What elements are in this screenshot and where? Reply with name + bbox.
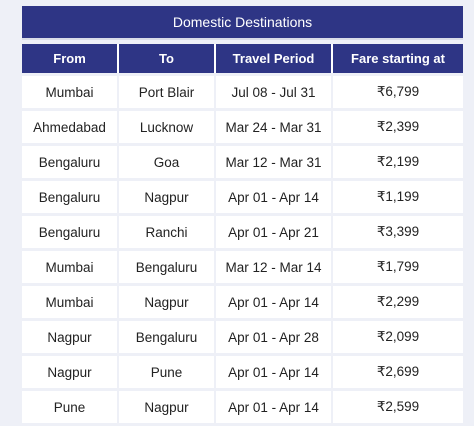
cell-travel-period: Apr 01 - Apr 14 <box>216 286 333 318</box>
cell-to: Nagpur <box>119 391 216 423</box>
column-header-travel-period: Travel Period <box>216 44 333 73</box>
column-header-to: To <box>119 44 216 73</box>
table-row: Bengaluru Goa Mar 12 - Mar 31 ₹2,199 <box>22 146 463 178</box>
table-row: Mumbai Bengaluru Mar 12 - Mar 14 ₹1,799 <box>22 251 463 283</box>
cell-to: Nagpur <box>119 286 216 318</box>
cell-travel-period: Jul 08 - Jul 31 <box>216 76 333 108</box>
cell-travel-period: Mar 24 - Mar 31 <box>216 111 333 143</box>
table-row: Bengaluru Nagpur Apr 01 - Apr 14 ₹1,199 <box>22 181 463 213</box>
cell-fare: ₹3,399 <box>333 216 463 248</box>
cell-to: Port Blair <box>119 76 216 108</box>
cell-travel-period: Mar 12 - Mar 14 <box>216 251 333 283</box>
cell-from: Ahmedabad <box>22 111 119 143</box>
cell-to: Ranchi <box>119 216 216 248</box>
header-row: From To Travel Period Fare starting at <box>22 44 463 73</box>
cell-from: Mumbai <box>22 286 119 318</box>
cell-travel-period: Apr 01 - Apr 28 <box>216 321 333 353</box>
cell-fare: ₹2,099 <box>333 321 463 353</box>
cell-to: Nagpur <box>119 181 216 213</box>
cell-travel-period: Mar 12 - Mar 31 <box>216 146 333 178</box>
column-header-fare: Fare starting at <box>333 44 463 73</box>
cell-from: Mumbai <box>22 76 119 108</box>
cell-to: Bengaluru <box>119 321 216 353</box>
table-row: Mumbai Nagpur Apr 01 - Apr 14 ₹2,299 <box>22 286 463 318</box>
cell-fare: ₹2,399 <box>333 111 463 143</box>
table-row: Bengaluru Ranchi Apr 01 - Apr 21 ₹3,399 <box>22 216 463 248</box>
cell-travel-period: Apr 01 - Apr 14 <box>216 181 333 213</box>
cell-to: Goa <box>119 146 216 178</box>
cell-from: Nagpur <box>22 356 119 388</box>
cell-from: Bengaluru <box>22 216 119 248</box>
cell-from: Mumbai <box>22 251 119 283</box>
table-row: Ahmedabad Lucknow Mar 24 - Mar 31 ₹2,399 <box>22 111 463 143</box>
cell-to: Bengaluru <box>119 251 216 283</box>
table-row: Nagpur Pune Apr 01 - Apr 14 ₹2,699 <box>22 356 463 388</box>
cell-travel-period: Apr 01 - Apr 21 <box>216 216 333 248</box>
cell-from: Bengaluru <box>22 181 119 213</box>
cell-from: Bengaluru <box>22 146 119 178</box>
cell-fare: ₹2,599 <box>333 391 463 423</box>
table-row: Pune Nagpur Apr 01 - Apr 14 ₹2,599 <box>22 391 463 423</box>
cell-to: Pune <box>119 356 216 388</box>
cell-fare: ₹2,299 <box>333 286 463 318</box>
table-row: Mumbai Port Blair Jul 08 - Jul 31 ₹6,799 <box>22 76 463 108</box>
fares-table-container: Domestic Destinations From To Travel Per… <box>22 6 463 426</box>
cell-from: Nagpur <box>22 321 119 353</box>
cell-fare: ₹1,199 <box>333 181 463 213</box>
table-title: Domestic Destinations <box>22 6 463 40</box>
cell-to: Lucknow <box>119 111 216 143</box>
cell-fare: ₹2,199 <box>333 146 463 178</box>
fares-table: From To Travel Period Fare starting at M… <box>22 41 463 426</box>
table-row: Nagpur Bengaluru Apr 01 - Apr 28 ₹2,099 <box>22 321 463 353</box>
cell-travel-period: Apr 01 - Apr 14 <box>216 391 333 423</box>
cell-from: Pune <box>22 391 119 423</box>
cell-fare: ₹6,799 <box>333 76 463 108</box>
cell-travel-period: Apr 01 - Apr 14 <box>216 356 333 388</box>
cell-fare: ₹2,699 <box>333 356 463 388</box>
cell-fare: ₹1,799 <box>333 251 463 283</box>
column-header-from: From <box>22 44 119 73</box>
